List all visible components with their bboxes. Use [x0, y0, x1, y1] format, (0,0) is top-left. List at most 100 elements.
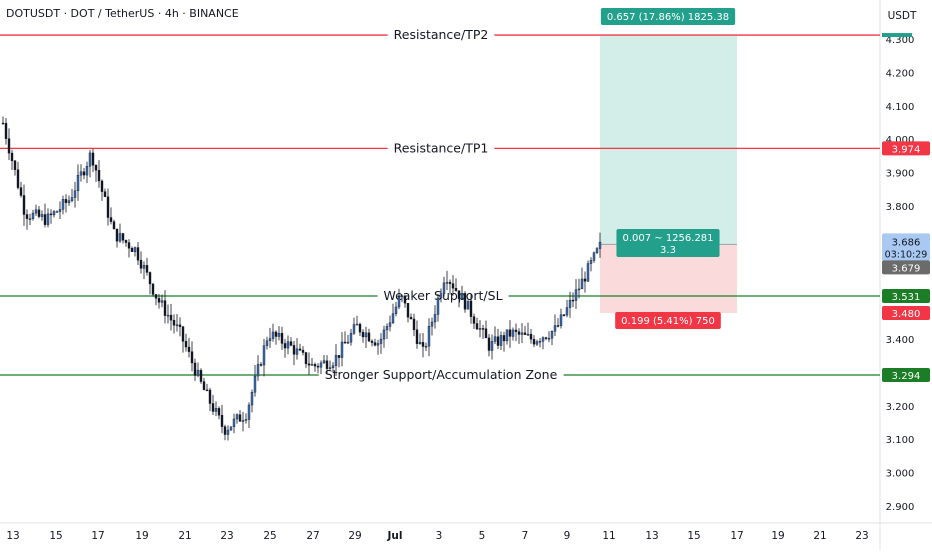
candle-body — [196, 369, 200, 376]
candle-body — [139, 259, 143, 269]
candle-body — [262, 345, 266, 366]
stop-price-badge: 3.480 — [882, 306, 930, 321]
level-label: Stronger Support/Accumulation Zone — [325, 367, 558, 382]
level-label: Weaker Support/SL — [383, 288, 502, 303]
level-label: Resistance/TP2 — [394, 27, 489, 42]
candle-body — [31, 212, 35, 219]
y-tick-label: 3.900 — [886, 169, 915, 180]
candle-body — [433, 314, 437, 323]
candle-body — [52, 211, 56, 216]
candle-body — [505, 329, 509, 342]
candle-body — [184, 341, 188, 348]
candle-body — [463, 293, 467, 310]
candle-body — [76, 174, 80, 191]
candle-body — [478, 328, 482, 330]
candle-body — [313, 364, 317, 367]
candle-body — [370, 340, 374, 343]
candle-body — [247, 404, 251, 420]
x-tick-label: Jul — [387, 530, 403, 542]
candle-body — [202, 381, 206, 391]
candle-body — [172, 319, 176, 326]
candle-body — [388, 322, 392, 327]
x-tick-label: 15 — [49, 530, 62, 542]
candle-body — [145, 265, 149, 273]
candle-body — [436, 297, 440, 315]
candle-body — [574, 289, 578, 301]
level-3: Weaker Support/SL — [0, 288, 880, 305]
candle-body — [175, 324, 179, 327]
candle-body — [244, 419, 248, 421]
candle-body — [214, 408, 218, 412]
candle-body — [37, 209, 41, 217]
candle-body — [532, 339, 536, 345]
x-tick-label: 5 — [479, 530, 486, 542]
candle-body — [16, 169, 20, 188]
candle-body — [133, 247, 137, 252]
badge-text: 3.531 — [892, 292, 921, 303]
candle-body — [415, 329, 419, 344]
label-bg — [615, 312, 721, 329]
candle-body — [454, 288, 458, 291]
candle-body — [484, 328, 488, 339]
x-tick-label: 9 — [564, 530, 571, 542]
candle-body — [61, 199, 65, 210]
x-tick-label: 19 — [771, 530, 784, 542]
level-label-bg — [387, 140, 495, 157]
candle-body — [451, 283, 455, 289]
y-tick-label: 4.000 — [886, 135, 915, 146]
x-tick-label: 7 — [522, 530, 529, 542]
candle-body — [475, 323, 479, 330]
candle-body — [160, 300, 164, 303]
candle-body — [268, 338, 272, 342]
candle-body — [571, 299, 575, 302]
candle-body — [487, 337, 491, 351]
candle-body — [397, 296, 401, 308]
candle-body — [466, 300, 470, 310]
candle-body — [256, 364, 260, 377]
candle-body — [211, 403, 215, 412]
candle-body — [556, 325, 560, 327]
candle-body — [382, 329, 386, 340]
candle-body — [205, 389, 209, 392]
y-tick-label: 3.100 — [886, 435, 915, 446]
candle-body — [346, 341, 350, 344]
candle-body — [40, 214, 44, 217]
candle-body — [115, 228, 119, 242]
candle-body — [289, 341, 293, 346]
label-text: 0.657 (17.86%) 1825.38 — [607, 12, 729, 23]
last-price-badge: 3.679 — [882, 260, 930, 275]
candle-body — [64, 199, 68, 203]
x-tick-label: 29 — [348, 530, 361, 542]
x-tick-label: 23 — [220, 530, 233, 542]
candle-body — [520, 332, 524, 335]
candle-body — [595, 248, 599, 253]
x-tick-label: 21 — [813, 530, 826, 542]
candle-body — [253, 375, 257, 393]
y-tick-label: 2.900 — [886, 502, 915, 513]
symbol-title: DOTUSDT · DOT / TetherUS · 4h · BINANCE — [6, 7, 239, 20]
candle-body — [442, 282, 446, 294]
candle-body — [283, 343, 287, 349]
badge-text: 3.679 — [892, 263, 921, 274]
candle-body — [340, 341, 344, 358]
x-tick-label: 11 — [602, 530, 615, 542]
candle-body — [568, 299, 572, 308]
x-tick-label: 19 — [135, 530, 148, 542]
candle-body — [307, 363, 311, 366]
candle-body — [142, 265, 146, 269]
candle-body — [502, 335, 506, 342]
x-tick-label: 21 — [178, 530, 191, 542]
candle-body — [277, 333, 281, 337]
candle-body — [292, 345, 296, 355]
candle-body — [136, 247, 140, 261]
candle-body — [109, 217, 113, 222]
candle-body — [424, 345, 428, 348]
candle-body — [265, 340, 269, 346]
candle-body — [199, 369, 203, 382]
label-text: 0.007 ~ 1256.281 — [622, 233, 713, 244]
candle-body — [400, 295, 404, 298]
candle-body — [124, 240, 128, 243]
candle-body — [1, 122, 5, 125]
